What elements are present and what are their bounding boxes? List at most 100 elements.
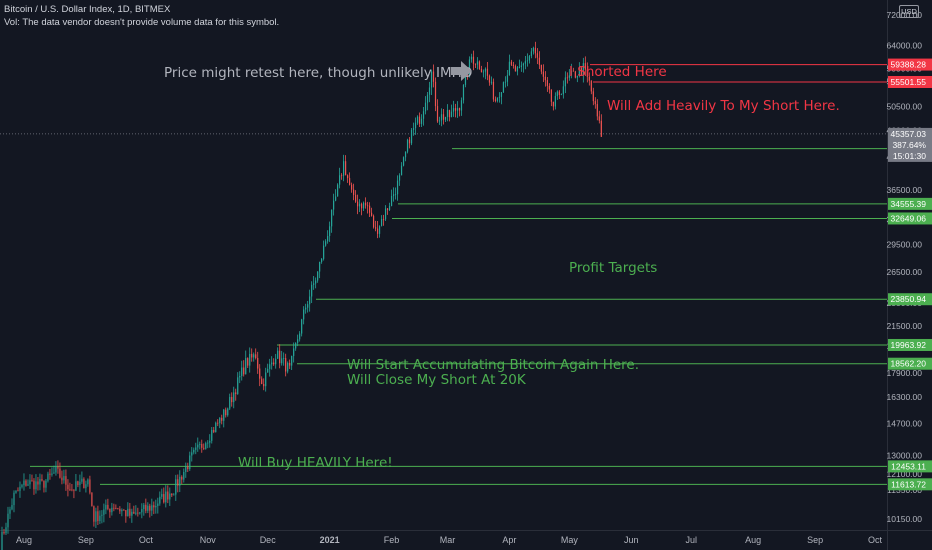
candle-body: [211, 430, 212, 441]
candle-body: [481, 69, 482, 72]
candle-body: [279, 351, 280, 363]
candle-body: [133, 512, 134, 514]
candle-body: [9, 509, 10, 513]
candle-body: [161, 494, 162, 497]
candle-body: [559, 91, 560, 94]
candle-body: [1, 532, 2, 550]
candle-body: [223, 410, 224, 421]
candle-body: [327, 236, 328, 241]
candle-body: [487, 69, 488, 76]
candle-body: [397, 181, 398, 195]
candle-body: [95, 511, 96, 521]
candle-body: [191, 452, 192, 455]
candle-body: [185, 467, 186, 472]
candle-body: [365, 203, 366, 206]
x-tick-label: May: [561, 535, 579, 545]
candle-body: [457, 108, 458, 111]
y-tick-label: 29500.00: [887, 240, 923, 250]
x-tick-label: 2021: [320, 535, 340, 545]
candle-body: [37, 481, 38, 484]
candle-body: [77, 481, 78, 485]
candle-body: [307, 304, 308, 307]
candle-body: [547, 80, 548, 86]
candle-body: [359, 204, 360, 207]
annotation-buy-heavily[interactable]: Will Buy HEAVILY Here!: [238, 455, 393, 471]
candle-body: [87, 479, 88, 484]
candle-body: [91, 493, 92, 507]
annotation-close-short[interactable]: Will Close My Short At 20K: [347, 372, 527, 388]
candle-body: [27, 484, 28, 485]
candle-body: [519, 67, 520, 68]
candle-body: [421, 119, 422, 124]
candle-body: [115, 508, 116, 509]
level-tag-text: 19963.92: [891, 340, 927, 350]
candle-body: [241, 368, 242, 376]
candle-body: [103, 509, 104, 514]
candle-body: [551, 89, 552, 101]
volume-note: Vol: The data vendor doesn't provide vol…: [4, 17, 279, 28]
candle-body: [155, 506, 156, 507]
candle-body: [331, 210, 332, 227]
candle-body: [267, 369, 268, 373]
annotation-profit-targets[interactable]: Profit Targets: [569, 260, 657, 276]
candle-body: [527, 60, 528, 61]
candle-body: [235, 392, 236, 393]
candle-body: [387, 209, 388, 210]
candle-body: [405, 152, 406, 158]
candle-body: [515, 66, 516, 71]
candle-body: [557, 91, 558, 96]
candle-body: [355, 195, 356, 202]
annotation-retest[interactable]: Price might retest here, though unlikely…: [164, 65, 472, 81]
candle-body: [49, 474, 50, 475]
candle-body: [107, 505, 108, 509]
y-tick-label: 13000.00: [887, 450, 923, 460]
candle-body: [141, 509, 142, 512]
level-tag-text: 55501.55: [891, 77, 927, 87]
level-tag-text: 23850.94: [891, 294, 927, 304]
candle-body: [47, 474, 48, 481]
candle-body: [593, 91, 594, 101]
candle-body: [179, 477, 180, 486]
candle-body: [273, 363, 274, 365]
candle-body: [319, 262, 320, 272]
annotation-accumulate[interactable]: Will Start Accumulating Bitcoin Again He…: [347, 357, 639, 373]
candle-body: [383, 219, 384, 220]
candle-body: [189, 455, 190, 469]
candle-body: [33, 481, 34, 490]
annotation-shorted[interactable]: I Shorted Here: [569, 64, 667, 80]
y-tick-label: 26500.00: [887, 267, 923, 277]
candle-body: [407, 140, 408, 152]
candle-body: [425, 103, 426, 112]
candle-body: [229, 397, 230, 409]
candle-body: [565, 77, 566, 86]
currency-button[interactable]: USD: [899, 5, 919, 18]
candle-body: [499, 97, 500, 98]
y-tick-label: 64000.00: [887, 40, 923, 50]
candle-body: [215, 423, 216, 432]
candle-body: [143, 505, 144, 509]
candle-body: [461, 100, 462, 110]
candle-body: [289, 363, 290, 366]
candle-body: [427, 95, 428, 103]
candle-body: [105, 505, 106, 510]
candle-body: [285, 358, 286, 371]
candle-body: [373, 216, 374, 227]
candle-body: [599, 116, 600, 120]
time-axis[interactable]: Aug Sep Oct Nov Dec 2021 Feb Mar Apr May Jun Jul Aug…: [16, 535, 883, 545]
y-tick-label: 21500.00: [887, 321, 923, 331]
candle-body: [563, 86, 564, 94]
candle-body: [265, 372, 266, 386]
candle-body: [135, 513, 136, 514]
candle-body: [171, 494, 172, 496]
candle-body: [217, 423, 218, 424]
candle-body: [199, 444, 200, 445]
x-tick-label: Dec: [260, 535, 277, 545]
candle-body: [55, 466, 56, 472]
candle-body: [299, 334, 300, 340]
annotation-add-short[interactable]: Will Add Heavily To My Short Here.: [607, 98, 840, 114]
candle-body: [63, 476, 64, 480]
candle-body: [393, 194, 394, 196]
candle-body: [303, 309, 304, 319]
candle-body: [233, 392, 234, 402]
